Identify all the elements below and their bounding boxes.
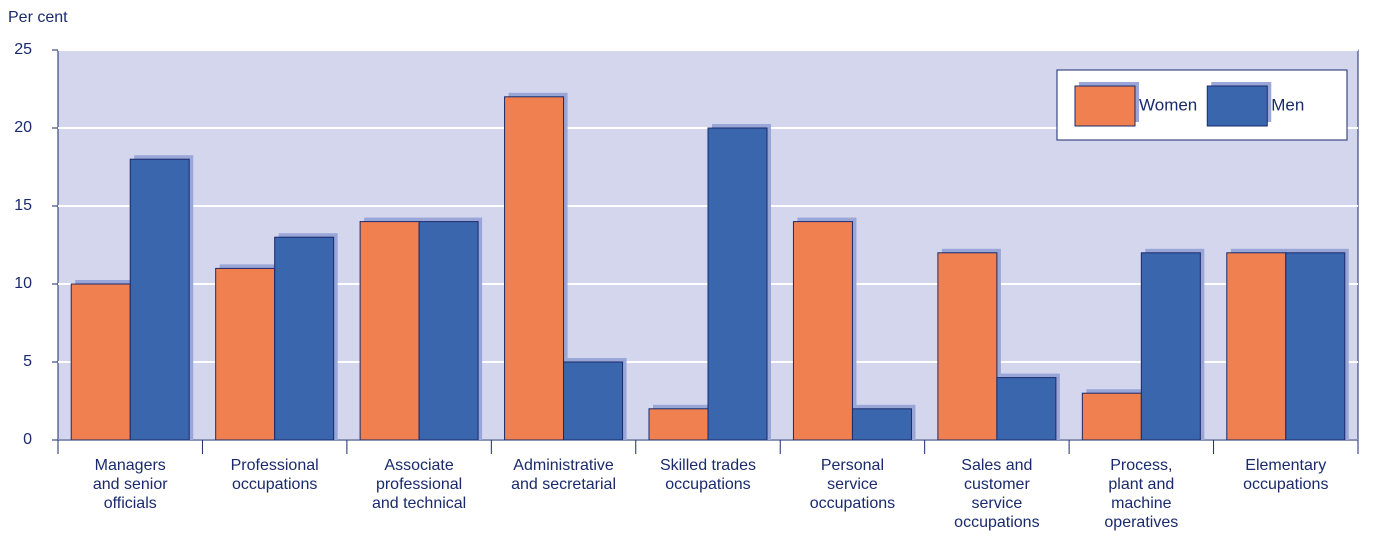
x-tick-label-box: Managers and senior officials [92,457,168,512]
bar [707,127,768,441]
bar [129,158,190,441]
x-tick-label-box: Skilled trades occupations [659,457,756,493]
bar [1285,252,1346,441]
bar [1226,252,1287,441]
x-tick-label: Managers and senior officials [92,457,168,512]
legend-label: Women [1139,95,1197,114]
x-tick-label-box: Process, plant and machine operatives [1104,457,1179,531]
bar [996,377,1057,441]
x-tick-label: Elementary occupations [1243,457,1329,493]
y-axis-label: Per cent [8,9,68,26]
bar [937,252,998,441]
bar [792,221,853,441]
bar [1081,392,1142,441]
legend-label: Men [1271,95,1304,114]
x-tick-label: Skilled trades occupations [659,457,756,493]
x-tick-label-box: Sales and customer service occupations [954,457,1040,531]
y-tick-label: 20 [14,119,32,136]
bar [648,408,709,441]
x-tick-label-box: Professional occupations [230,457,319,493]
y-tick-label: 25 [14,41,32,58]
x-tick-label: Professional occupations [230,457,319,493]
legend-swatch [1074,85,1136,127]
x-tick-label: Personal service occupations [809,457,896,512]
x-tick-label-box: Personal service occupations [809,457,896,512]
bar [274,236,335,441]
bar [851,408,912,441]
bar [1140,252,1201,441]
bar [70,283,131,441]
y-tick-label: 5 [23,353,32,370]
x-tick-label: Sales and customer service occupations [954,457,1040,531]
legend-swatch [1206,85,1268,127]
x-tick-label: Associate professional and technical [371,457,467,512]
bar [504,96,565,441]
y-tick-label: 10 [14,275,32,292]
x-tick-label-box: Elementary occupations [1243,457,1329,493]
bar [418,221,479,441]
bar [359,221,420,441]
x-tick-label: Process, plant and machine operatives [1104,457,1179,531]
x-tick-label: Administrative and secretarial [511,457,617,493]
bar [563,361,624,441]
bar [215,267,276,441]
x-tick-label-box: Administrative and secretarial [511,457,617,493]
y-tick-label: 15 [14,197,32,214]
x-tick-label-box: Associate professional and technical [371,457,467,512]
y-tick-label: 0 [23,431,32,448]
